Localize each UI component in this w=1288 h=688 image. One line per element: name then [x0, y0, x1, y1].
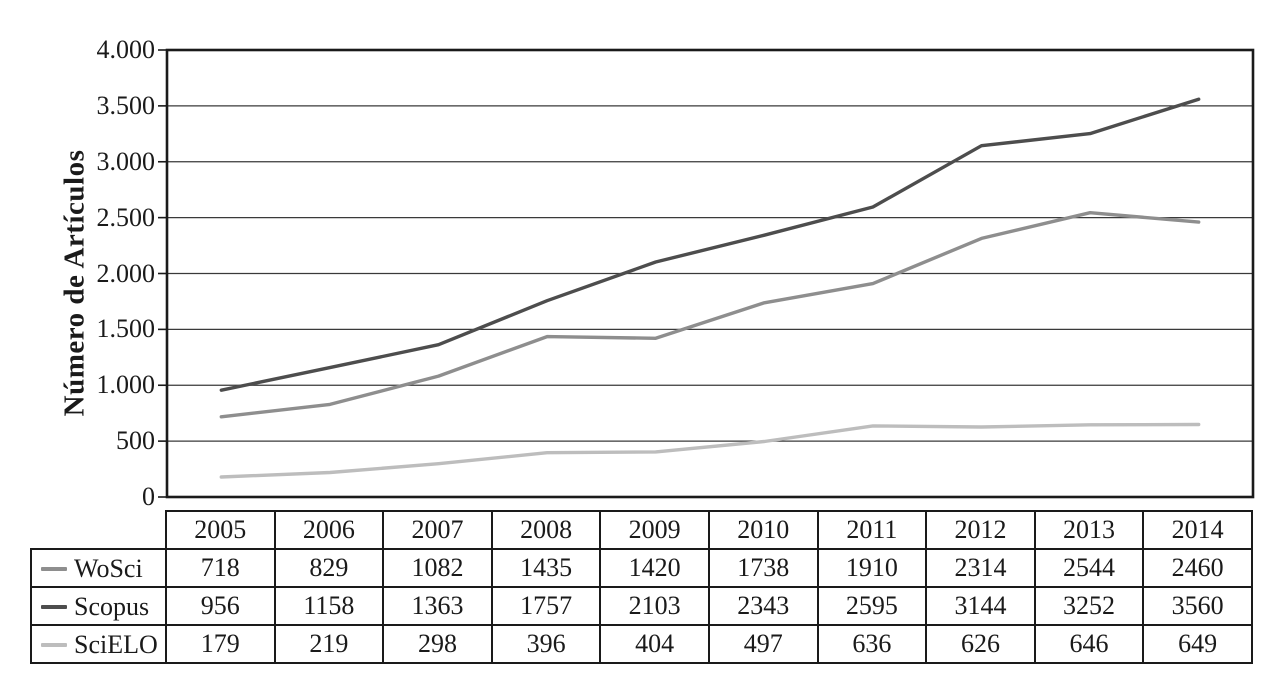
series-row-wosci: WoSci 718 829 1082 1435 1420 1738 1910 2314 2544 2…: [30, 548, 1253, 588]
value-cell: 298: [382, 624, 493, 664]
value-cell: 3144: [925, 586, 1036, 626]
series-row-scopus: Scopus 956 1158 1363 1757 2103 2343 2595 3144 325…: [30, 586, 1253, 626]
value-cell: 636: [816, 624, 928, 664]
y-axis-tick-label: 3.500: [96, 90, 156, 120]
legend-line-swatch-icon: [41, 567, 67, 572]
y-axis-tick-label: 2.000: [96, 258, 156, 288]
y-axis-tick-label: 1.500: [96, 314, 156, 344]
value-cell: 1420: [599, 548, 710, 588]
value-cell: 1082: [382, 548, 493, 588]
value-cell: 2314: [925, 548, 1036, 588]
value-cell: 2343: [707, 586, 819, 626]
value-cell: 626: [925, 624, 1036, 664]
value-cell: 497: [707, 624, 819, 664]
value-cell: 179: [165, 624, 276, 664]
year-header-cell: 2007: [382, 510, 493, 550]
value-cell: 219: [273, 624, 385, 664]
y-axis-tick-label: 0: [142, 482, 155, 511]
y-axis-tick-label: 2.500: [96, 202, 156, 232]
year-header-cell: 2014: [1142, 510, 1253, 550]
value-cell: 396: [490, 624, 602, 664]
legend-series-label: SciELO: [74, 630, 158, 660]
value-cell: 1738: [707, 548, 819, 588]
value-cell: 1435: [490, 548, 602, 588]
year-header-row: 2005 2006 2007 2008 2009 2010 2011 2012 2013 2014: [31, 510, 1253, 550]
value-cell: 649: [1142, 624, 1253, 664]
value-cell: 1910: [816, 548, 928, 588]
value-cell: 1363: [382, 586, 493, 626]
value-cell: 1158: [273, 586, 385, 626]
data-table-with-legend: 2005 2006 2007 2008 2009 2010 2011 2012 2013 2014…: [30, 510, 1253, 664]
value-cell: 2460: [1142, 548, 1253, 588]
year-header-cell: 2005: [165, 510, 276, 550]
value-cell: 646: [1033, 624, 1145, 664]
year-header-cell: 2008: [490, 510, 602, 550]
y-axis-tick-label: 1.000: [96, 370, 156, 400]
value-cell: 1757: [490, 586, 602, 626]
legend-cell: Scopus: [30, 586, 167, 626]
year-header-cell: 2013: [1033, 510, 1145, 550]
series-line-wosci: [219, 210, 1201, 419]
value-cell: 3560: [1142, 586, 1253, 626]
legend-line-swatch-icon: [41, 605, 67, 610]
value-cell: 829: [273, 548, 385, 588]
value-cell: 956: [165, 586, 276, 626]
legend-cell: WoSci: [30, 548, 167, 588]
value-cell: 2595: [816, 586, 928, 626]
value-cell: 3252: [1033, 586, 1145, 626]
y-axis-tick-label: 500: [116, 426, 155, 456]
year-header-cell: 2009: [599, 510, 710, 550]
value-cell: 718: [165, 548, 276, 588]
value-cell: 404: [599, 624, 710, 664]
legend-cell: SciELO: [30, 624, 167, 664]
series-row-scielo: SciELO 179 219 298 396 404 497 636 626 646 649: [30, 624, 1253, 664]
series-line-scopus: [219, 97, 1201, 392]
table-corner-blank: [31, 511, 166, 549]
legend-series-label: WoSci: [74, 554, 143, 584]
value-cell: 2103: [599, 586, 710, 626]
plot-border: [165, 48, 1255, 499]
y-axis-tick-label: 3.000: [96, 146, 156, 176]
year-header-cell: 2011: [816, 510, 928, 550]
year-header-cell: 2012: [925, 510, 1036, 550]
series-line-scielo: [219, 422, 1201, 479]
value-cell: 2544: [1033, 548, 1145, 588]
legend-series-label: Scopus: [74, 592, 150, 622]
legend-line-swatch-icon: [41, 643, 67, 648]
year-header-cell: 2006: [273, 510, 385, 550]
year-header-cell: 2010: [707, 510, 819, 550]
y-axis-tick-label: 4.000: [96, 35, 156, 64]
